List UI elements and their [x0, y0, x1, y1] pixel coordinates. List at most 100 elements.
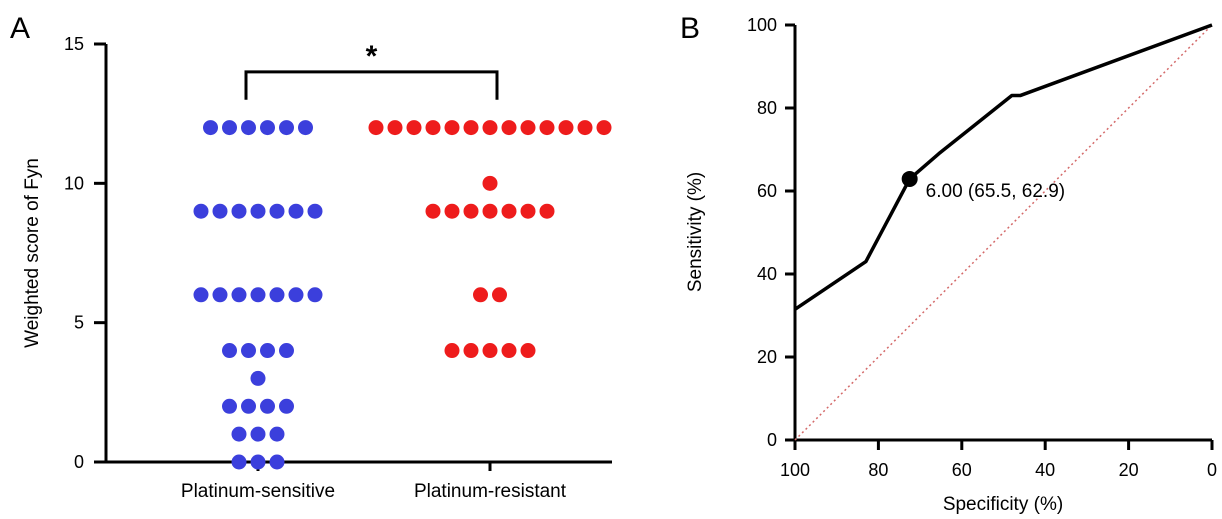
data-point	[501, 120, 517, 136]
panel-a-categories: Platinum-sensitive Platinum-resistant	[181, 462, 567, 502]
panel-a: A 0 5 10 15 Platinum-sensitive Platinum-resi…	[10, 12, 612, 502]
reference-diagonal-line	[794, 24, 1213, 441]
data-point	[231, 203, 247, 219]
data-point	[406, 120, 422, 136]
data-point	[231, 287, 247, 303]
data-point	[231, 426, 247, 442]
panel-a-letter: A	[10, 12, 30, 45]
data-point	[279, 120, 294, 136]
data-point	[444, 203, 460, 219]
y-tick-label: 100	[747, 15, 777, 35]
data-point	[501, 343, 517, 359]
data-point	[577, 120, 593, 136]
data-point	[425, 203, 441, 219]
data-point	[463, 120, 479, 136]
data-point	[307, 203, 323, 219]
panel-a-y-ticks: 0 5 10 15	[64, 34, 106, 472]
data-point	[473, 287, 488, 303]
data-point	[463, 343, 479, 359]
data-point	[387, 120, 403, 136]
x-tick-label: 80	[868, 460, 888, 480]
data-point	[288, 287, 304, 303]
data-point	[241, 398, 256, 414]
y-tick-label: 60	[757, 181, 777, 201]
panel-a-dots	[193, 120, 612, 470]
significance-bracket-line	[244, 70, 499, 100]
y-tick-label: 80	[757, 98, 777, 118]
data-point	[260, 120, 275, 136]
data-point	[260, 398, 275, 414]
data-point	[193, 287, 209, 303]
data-point	[193, 203, 209, 219]
data-point	[269, 287, 285, 303]
panel-b-letter: B	[680, 12, 700, 45]
data-point	[463, 203, 479, 219]
data-point	[298, 120, 313, 136]
category-label: Platinum-sensitive	[181, 481, 335, 502]
data-point	[250, 454, 266, 470]
x-tick-label: 40	[1035, 460, 1055, 480]
x-tick-label: 20	[1119, 460, 1139, 480]
data-point	[241, 343, 256, 359]
data-point	[231, 454, 247, 470]
data-point	[492, 287, 507, 303]
data-point	[212, 203, 228, 219]
category-label: Platinum-resistant	[414, 481, 567, 502]
data-point	[250, 287, 266, 303]
y-tick-label: 0	[74, 452, 84, 472]
data-point	[222, 343, 237, 359]
panel-b-y-axis-title: Sensitivity (%)	[685, 172, 706, 292]
panel-a-y-axis-title: Weighted score of Fyn	[22, 158, 43, 348]
data-point	[558, 120, 574, 136]
x-tick-label: 60	[952, 460, 972, 480]
data-point	[501, 203, 517, 219]
data-point	[482, 175, 498, 191]
y-tick-label: 20	[757, 347, 777, 367]
data-point	[444, 120, 460, 136]
roc-optimal-point	[901, 170, 918, 187]
panel-b: B 0 20 40 60 80 100 100 80 60 40 20 0 6.00 (65.5, …	[680, 12, 1217, 515]
data-point	[307, 287, 323, 303]
data-point	[368, 120, 384, 136]
data-point	[482, 203, 498, 219]
data-point	[203, 120, 218, 136]
data-point	[539, 203, 555, 219]
roc-curve	[794, 23, 1213, 311]
data-point	[260, 343, 275, 359]
panel-b-x-ticks: 100 80 60 40 20 0	[780, 440, 1217, 480]
significance-bracket: *	[244, 40, 499, 100]
data-point	[520, 120, 536, 136]
data-point	[288, 203, 304, 219]
panel-b-x-axis-title: Specificity (%)	[943, 494, 1063, 515]
data-point	[250, 426, 266, 442]
significance-label: *	[366, 40, 378, 73]
panel-b-y-ticks: 0 20 40 60 80 100	[747, 15, 795, 450]
x-tick-label: 100	[780, 460, 810, 480]
x-tick-label: 0	[1207, 460, 1217, 480]
data-point	[596, 120, 612, 136]
data-point	[444, 343, 460, 359]
data-point	[279, 343, 294, 359]
y-tick-label: 0	[767, 430, 777, 450]
y-tick-label: 40	[757, 264, 777, 284]
data-point	[250, 203, 266, 219]
data-point	[279, 398, 294, 414]
data-point	[520, 343, 536, 359]
data-point	[269, 426, 285, 442]
y-tick-label: 5	[74, 313, 84, 333]
y-tick-label: 10	[64, 173, 84, 193]
data-point	[222, 120, 237, 136]
data-point	[520, 203, 536, 219]
data-point	[539, 120, 555, 136]
data-point	[482, 120, 498, 136]
data-point	[250, 370, 266, 386]
data-point	[222, 398, 237, 414]
y-tick-label: 15	[64, 34, 84, 54]
data-point	[269, 203, 285, 219]
roc-optimal-point-label: 6.00 (65.5, 62.9)	[926, 181, 1065, 202]
data-point	[241, 120, 256, 136]
data-point	[212, 287, 228, 303]
data-point	[269, 454, 285, 470]
data-point	[482, 343, 498, 359]
